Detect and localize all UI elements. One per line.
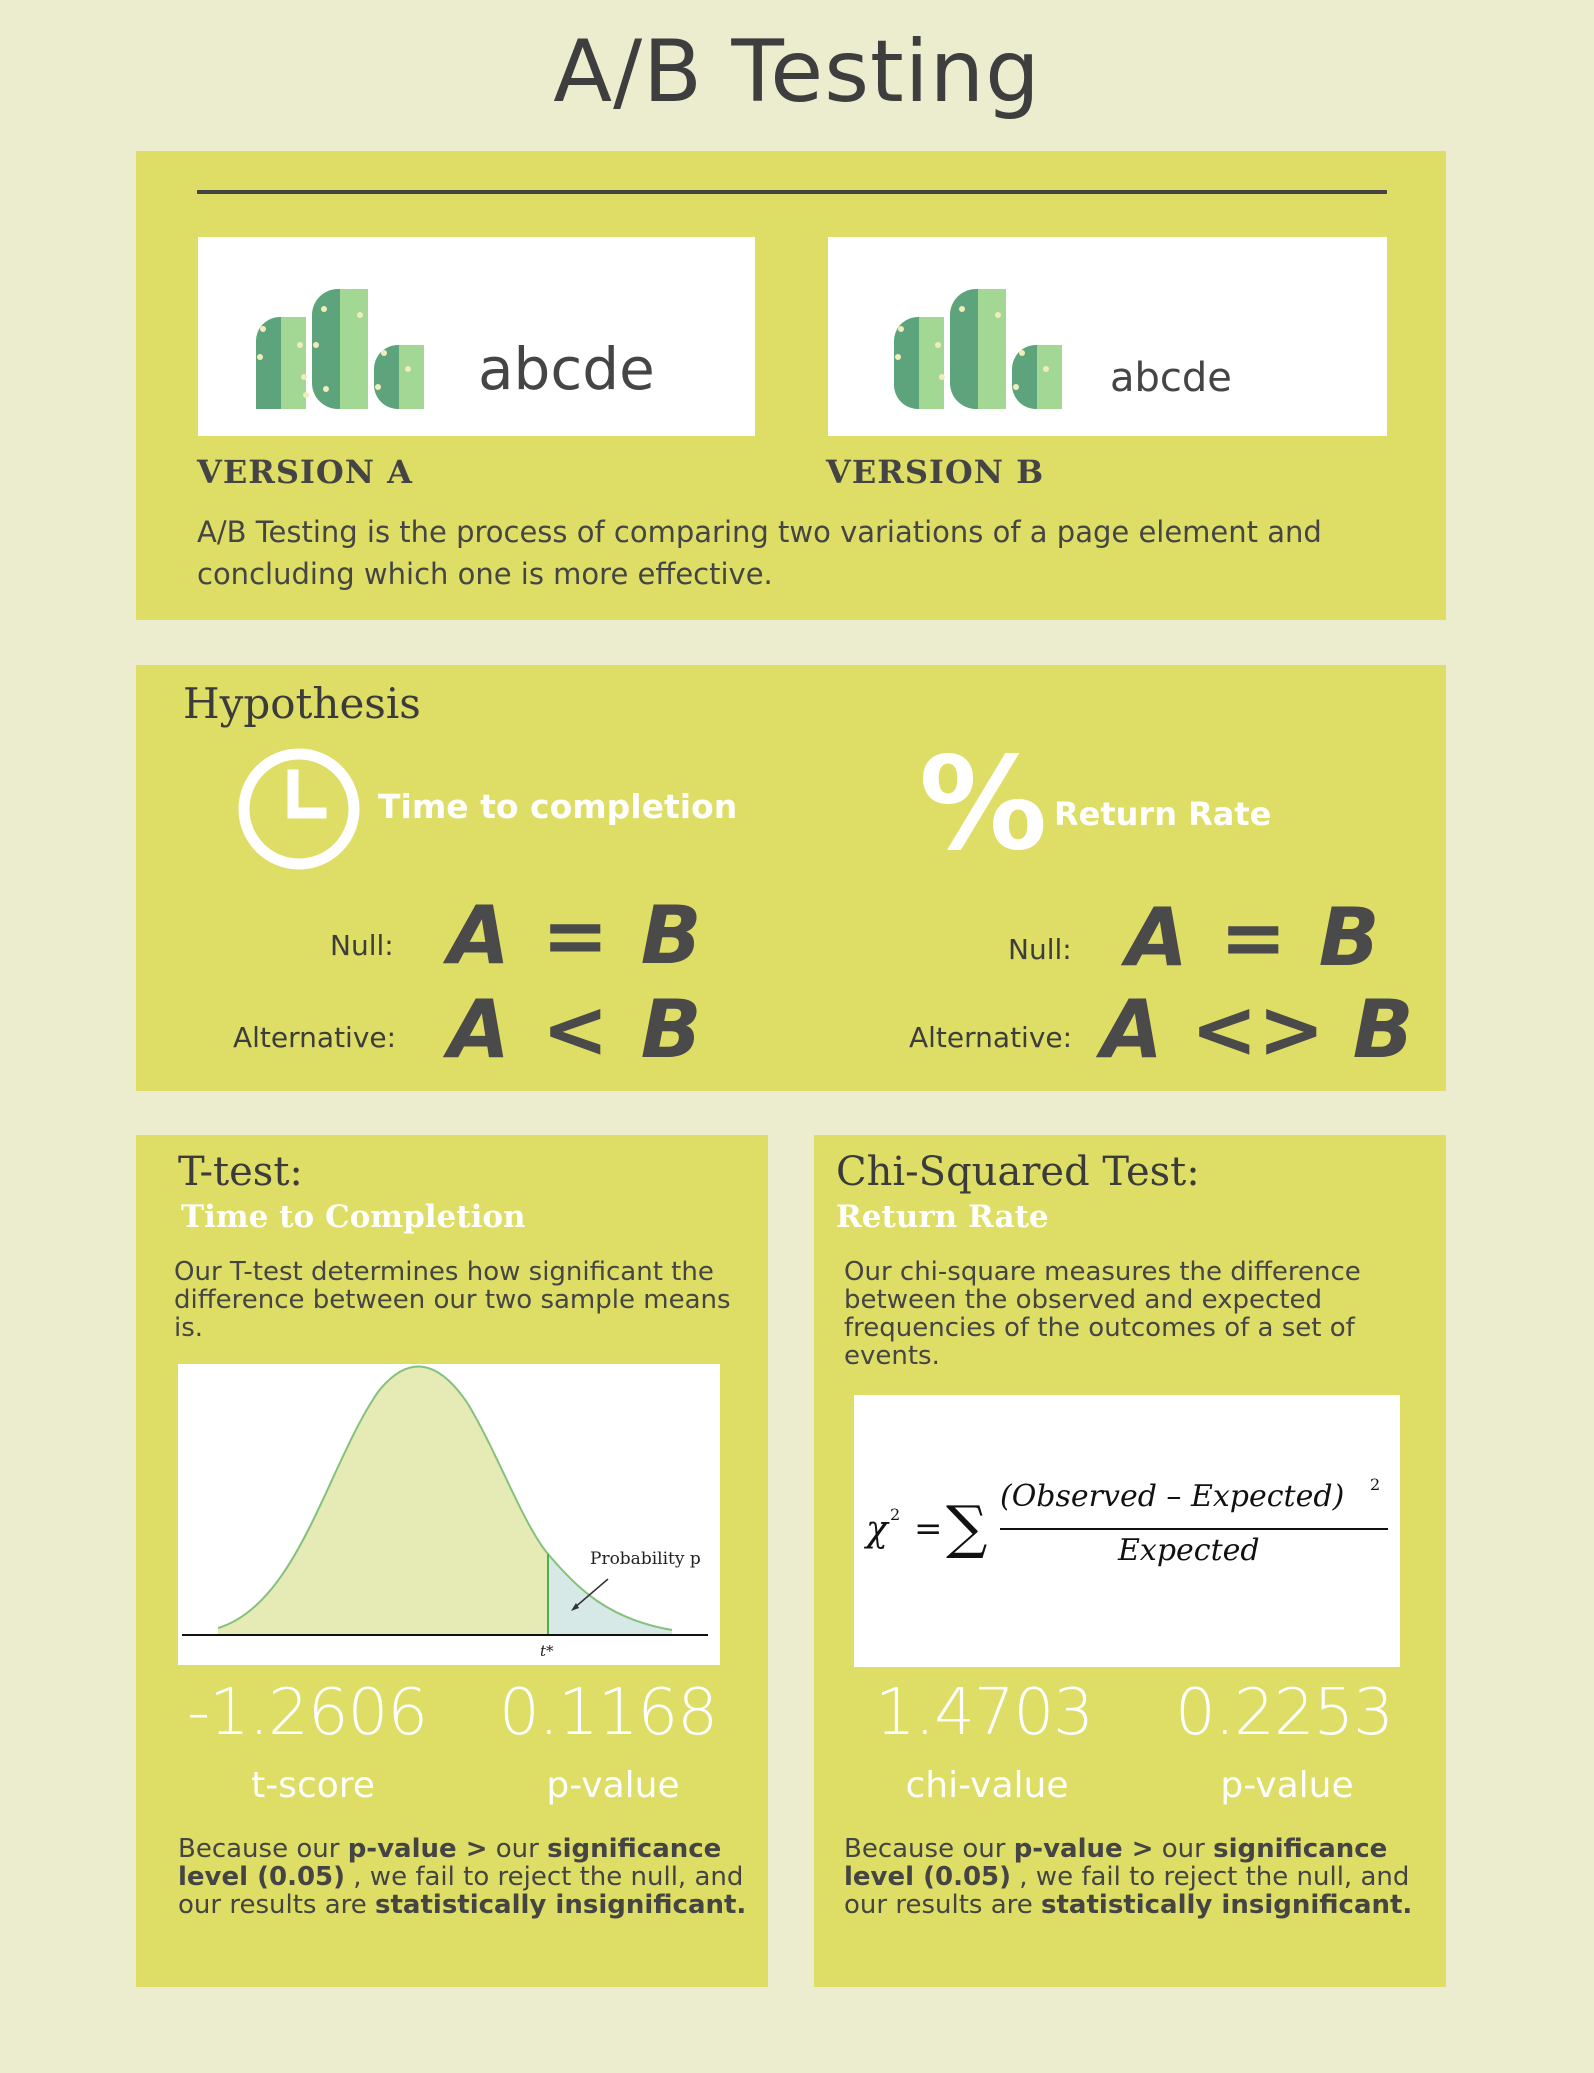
right-alt-label: Alternative: bbox=[909, 1021, 1073, 1054]
chi-symbol: χ bbox=[866, 1509, 888, 1550]
intro-panel: abcde abcde VERSION A VERSION B A/B Test… bbox=[136, 151, 1446, 620]
percent-icon: % bbox=[919, 730, 1048, 879]
time-to-completion-label: Time to completion bbox=[378, 787, 738, 826]
cactus-bars-logo-icon bbox=[256, 289, 424, 409]
ttest-title: T-test: bbox=[178, 1149, 303, 1195]
chi-value-label: chi-value bbox=[905, 1765, 1069, 1806]
formula-denominator: Expected bbox=[1118, 1533, 1260, 1568]
formula-numerator: (Observed – Expected) bbox=[1000, 1479, 1345, 1514]
numerator-exponent: 2 bbox=[1370, 1475, 1381, 1494]
version-a-sample-text: abcde bbox=[478, 335, 655, 403]
sigma-symbol: ∑ bbox=[946, 1493, 988, 1561]
divider bbox=[197, 190, 1387, 194]
ttest-conclusion: Because our p-value > our significance l… bbox=[178, 1834, 747, 1920]
left-alt-label: Alternative: bbox=[233, 1021, 397, 1054]
t-distribution-figure: Probability p t* bbox=[178, 1364, 720, 1665]
chi-conclusion: Because our p-value > our significance l… bbox=[844, 1834, 1413, 1920]
cactus-bars-logo-icon bbox=[894, 289, 1062, 409]
chi-description: Our chi-square measures the difference b… bbox=[844, 1257, 1361, 1371]
right-null-label: Null: bbox=[1008, 933, 1072, 966]
left-null-formula: A = B bbox=[448, 889, 704, 982]
version-a-label: VERSION A bbox=[197, 453, 413, 491]
chi-p-value-label: p-value bbox=[1220, 1765, 1354, 1806]
ttest-panel: T-test: Time to Completion Our T-test de… bbox=[136, 1135, 768, 1987]
left-null-label: Null: bbox=[330, 929, 394, 962]
ttest-p-value: 0.1168 bbox=[499, 1676, 718, 1750]
t-score-label: t-score bbox=[251, 1765, 375, 1806]
chi-exponent: 2 bbox=[890, 1505, 901, 1524]
chi-p-value: 0.2253 bbox=[1175, 1676, 1394, 1750]
page-title: A/B Testing bbox=[553, 22, 1041, 122]
fraction-bar bbox=[1000, 1528, 1388, 1530]
version-b-label: VERSION B bbox=[826, 453, 1045, 491]
chi-title: Chi-Squared Test: bbox=[836, 1149, 1200, 1195]
version-b-sample-text: abcde bbox=[1110, 355, 1232, 401]
ttest-subtitle: Time to Completion bbox=[181, 1199, 526, 1235]
hypothesis-title: Hypothesis bbox=[183, 679, 421, 728]
version-b-card: abcde bbox=[828, 237, 1387, 436]
left-alt-formula: A < B bbox=[448, 983, 704, 1076]
version-a-card: abcde bbox=[198, 237, 755, 436]
ttest-p-value-label: p-value bbox=[546, 1765, 680, 1806]
clock-icon bbox=[238, 748, 360, 870]
chi-subtitle: Return Rate bbox=[836, 1199, 1049, 1235]
equals-sign: = bbox=[914, 1509, 943, 1549]
probability-annotation: Probability p bbox=[590, 1549, 701, 1569]
hypothesis-panel: Hypothesis Time to completion Null: A = … bbox=[136, 665, 1446, 1091]
return-rate-label: Return Rate bbox=[1054, 795, 1272, 833]
t-score-value: -1.2606 bbox=[187, 1676, 428, 1750]
right-alt-formula: A <> B bbox=[1101, 983, 1414, 1076]
chi-squared-panel: Chi-Squared Test: Return Rate Our chi-sq… bbox=[814, 1135, 1446, 1987]
intro-description: A/B Testing is the process of comparing … bbox=[197, 515, 1322, 591]
chi-value: 1.4703 bbox=[875, 1676, 1094, 1750]
chi-formula-box: χ 2 = ∑ (Observed – Expected) 2 Expected bbox=[854, 1395, 1400, 1667]
right-null-formula: A = B bbox=[1126, 891, 1382, 984]
t-star-tick-label: t* bbox=[540, 1642, 554, 1660]
t-distribution-curve: Probability p t* bbox=[182, 1365, 708, 1660]
ttest-description: Our T-test determines how significant th… bbox=[174, 1257, 731, 1343]
